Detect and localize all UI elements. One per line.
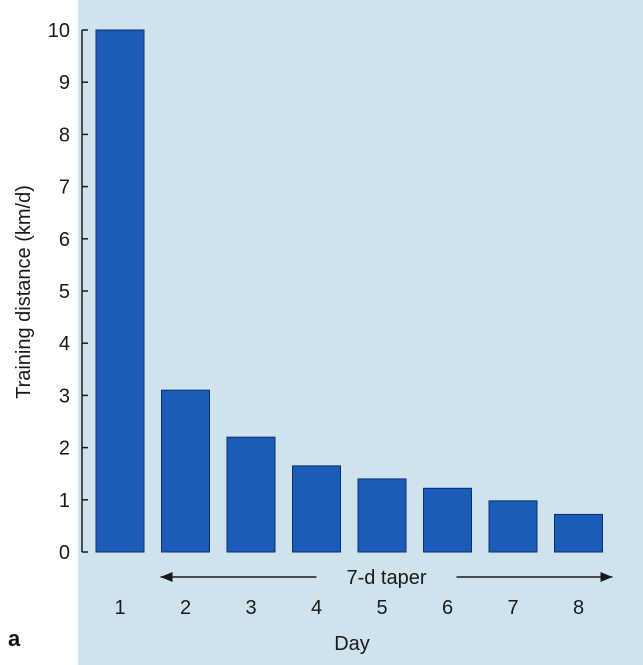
taper-label: 7-d taper bbox=[346, 567, 426, 589]
bar-day-2 bbox=[161, 389, 210, 553]
bar-day-7 bbox=[488, 500, 538, 553]
y-tick-label: 9 bbox=[59, 72, 70, 94]
x-tick-label: 2 bbox=[180, 597, 191, 619]
y-axis-ticks: 0 1 2 3 4 5 6 7 8 9 10 bbox=[48, 20, 88, 564]
arrowhead-left-icon bbox=[160, 572, 173, 582]
y-tick-label: 3 bbox=[59, 385, 70, 407]
x-tick-label: 3 bbox=[245, 597, 256, 619]
x-tick-label: 7 bbox=[507, 597, 518, 619]
x-tick-label: 4 bbox=[311, 597, 322, 619]
x-axis-ticks: 1 2 3 4 5 6 7 8 bbox=[114, 597, 584, 619]
arrowhead-right-icon bbox=[600, 572, 613, 582]
y-tick-label: 10 bbox=[48, 20, 70, 42]
y-tick-label: 4 bbox=[59, 333, 70, 355]
x-tick-label: 8 bbox=[573, 597, 584, 619]
bars-group bbox=[95, 29, 603, 553]
x-tick-label: 1 bbox=[114, 597, 125, 619]
bar-day-4 bbox=[292, 465, 341, 553]
panel-letter: a bbox=[8, 626, 21, 651]
y-tick-label: 8 bbox=[59, 124, 70, 146]
plot-background bbox=[78, 0, 643, 665]
x-axis-title: Day bbox=[334, 633, 370, 655]
y-tick-label: 7 bbox=[59, 177, 70, 199]
y-axis-title: Training distance (km/d) bbox=[13, 185, 35, 399]
bar-day-5 bbox=[357, 478, 407, 553]
bar-day-8 bbox=[554, 513, 603, 553]
y-tick-label: 6 bbox=[59, 229, 70, 251]
taper-annotation: 7-d taper bbox=[160, 567, 613, 589]
x-tick-label: 5 bbox=[376, 597, 387, 619]
x-tick-label: 6 bbox=[442, 597, 453, 619]
bar-day-3 bbox=[226, 436, 276, 553]
y-tick-label: 2 bbox=[59, 438, 70, 460]
y-tick-label: 1 bbox=[59, 490, 70, 512]
y-tick-label: 0 bbox=[59, 542, 70, 564]
bar-day-1 bbox=[95, 29, 145, 553]
bar-day-6 bbox=[423, 487, 472, 553]
y-tick-label: 5 bbox=[59, 281, 70, 303]
